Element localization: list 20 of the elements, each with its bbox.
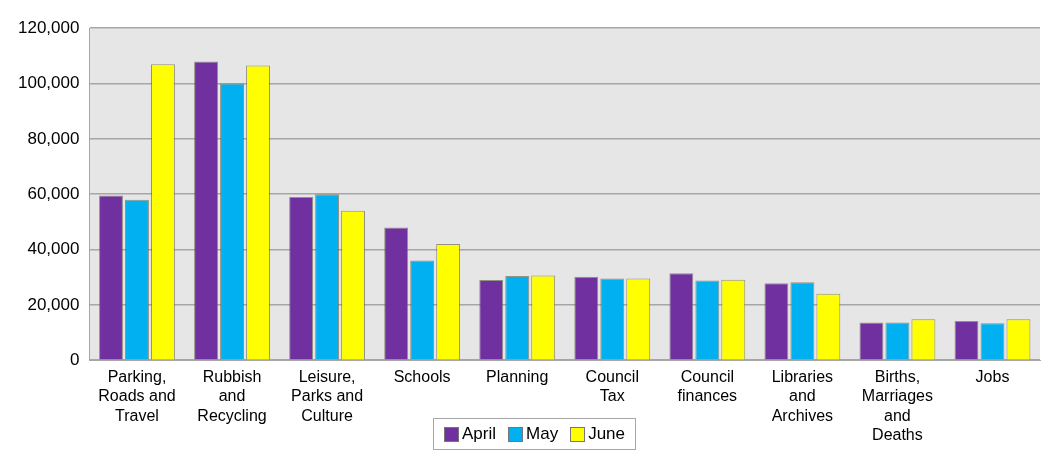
x-tick-label: Libraries and Archives: [771, 368, 834, 424]
x-tick-label: Jobs: [975, 368, 1010, 386]
x-tick-label: Schools: [393, 368, 451, 386]
legend-label: May: [526, 424, 559, 444]
x-tick-label: Council Tax: [585, 368, 639, 405]
x-tick-label: Leisure, Parks and Culture: [291, 368, 364, 424]
x-tick-label: Rubbish and Recycling: [197, 368, 267, 424]
y-tick-label: 0: [69, 349, 80, 369]
x-tick-label: Council finances: [677, 368, 738, 405]
y-tick-label: 40,000: [27, 239, 80, 259]
y-tick-label: 100,000: [18, 73, 80, 93]
legend-label: June: [588, 424, 626, 444]
legend-label: April: [462, 424, 497, 444]
y-tick-label: 120,000: [18, 17, 80, 37]
x-tick-label: Planning: [486, 368, 549, 386]
x-tick-label: Births, Marriages and Deaths: [861, 368, 933, 443]
y-tick-label: 60,000: [27, 183, 80, 203]
x-tick-label: Parking, Roads and Travel: [98, 368, 176, 424]
y-tick-label: 80,000: [27, 128, 80, 148]
y-tick-label: 20,000: [27, 294, 80, 314]
